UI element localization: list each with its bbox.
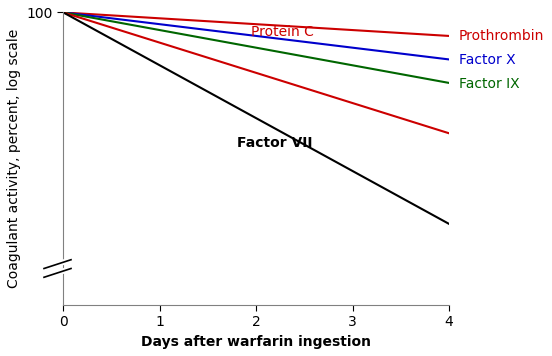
Text: Prothrombin: Prothrombin — [459, 29, 544, 43]
Text: Factor VII: Factor VII — [237, 136, 312, 150]
Text: Factor IX: Factor IX — [459, 77, 519, 91]
X-axis label: Days after warfarin ingestion: Days after warfarin ingestion — [141, 335, 371, 349]
Y-axis label: Coagulant activity, percent, log scale: Coagulant activity, percent, log scale — [7, 29, 21, 288]
Text: Protein C: Protein C — [251, 26, 314, 40]
Text: Factor X: Factor X — [459, 53, 515, 67]
